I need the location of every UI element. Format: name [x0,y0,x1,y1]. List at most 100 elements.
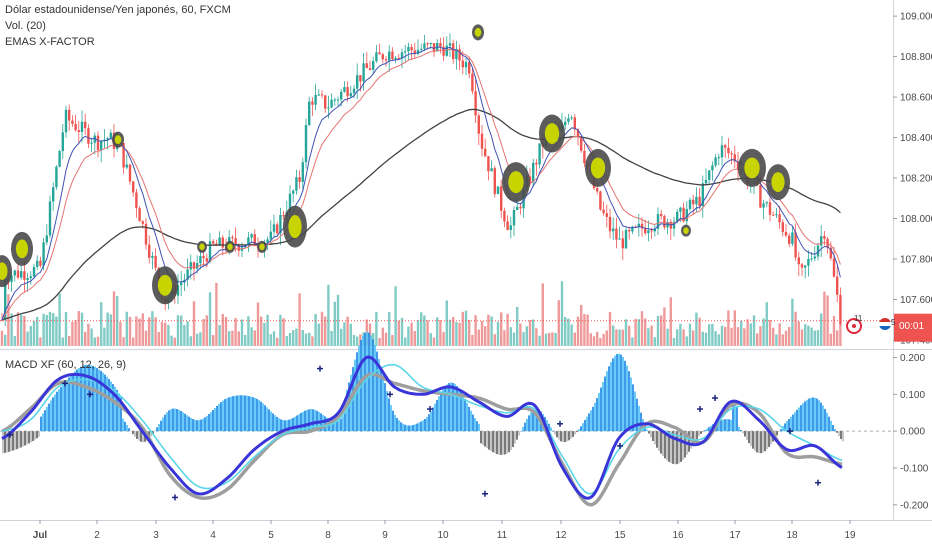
macd-histogram-bar [520,431,522,432]
macd-histogram-bar [566,431,568,442]
candle-body [298,177,301,182]
macd-histogram-bar [618,353,620,432]
macd-histogram-bar [172,408,174,432]
candle-body [333,99,336,101]
volume-bar [234,318,237,346]
candle-body [221,237,224,248]
macd-histogram-bar [378,358,380,432]
candle-body [439,43,442,47]
emas-legend[interactable]: EMAS X-FACTOR [5,36,95,48]
macd-tick-label: 0.100 [900,390,925,401]
candle-body [16,270,20,278]
macd-histogram-bar [436,399,438,432]
macd-histogram-bar [262,403,264,432]
macd-histogram-bar [110,381,112,432]
macd-histogram-bar [394,414,396,432]
macd-histogram-bar [700,431,702,434]
candle-body [29,276,32,279]
macd-histogram-bar [344,413,346,432]
volume-bar [759,326,762,346]
macd-histogram-bar [230,396,232,432]
macd-histogram-bar [648,431,650,434]
candle-body [93,135,96,143]
flag-icon[interactable] [879,318,891,330]
volume-bar [0,330,4,346]
macd-histogram-bar [332,420,334,432]
candle-body [58,151,61,167]
macd-histogram-bar [98,369,100,432]
volume-bar [58,293,61,346]
macd-histogram-bar [736,406,738,432]
volume-bar [583,314,586,346]
candle-body [74,123,77,131]
volume-legend[interactable]: Vol. (20) [5,20,46,32]
crossover-marker-core [508,171,524,194]
volume-bar [247,316,250,346]
volume-bar [218,325,221,346]
macd-histogram-bar [486,431,488,449]
macd-histogram-bar [50,400,52,432]
volume-bar [167,324,170,346]
macd-histogram-bar [612,358,614,432]
volume-bar [276,337,279,346]
candle-body [448,43,452,46]
macd-histogram-bar [770,431,772,445]
ema-fast-line [1,46,841,321]
macd-histogram-bar [662,431,664,457]
macd-histogram-bar [248,396,250,432]
macd-histogram-bar [606,371,608,432]
macd-histogram-bar [120,397,122,432]
volume-bar [711,323,714,346]
candle-body [336,99,340,101]
macd-histogram-bar [106,376,108,432]
volume-bar [336,294,340,346]
candle-body [100,141,103,151]
volume-bar [202,318,205,346]
candle-body [311,101,314,105]
macd-histogram-bar [86,364,88,432]
candle-body [816,245,820,257]
volume-bar [381,327,384,346]
macd-histogram-bar [228,397,230,432]
macd-histogram-bar [548,423,550,432]
macd-histogram-bar [748,431,750,444]
volume-bar [295,328,298,346]
macd-histogram-bar [108,379,110,432]
macd-histogram-bar [22,431,24,447]
macd-histogram-bar [626,365,628,432]
volume-bar [832,316,836,346]
macd-histogram-bar [388,398,390,432]
macd-histogram-bar [452,382,454,432]
volume-bar [512,332,516,346]
candle-body [202,256,205,259]
volume-bar [557,300,560,346]
macd-histogram-bar [250,396,252,432]
macd-histogram-bar [140,431,142,442]
candle-body [775,214,778,216]
symbol-legend[interactable]: Dólar estadounidense/Yen japonés, 60, FX… [5,4,231,16]
macd-histogram-bar [720,420,722,432]
candle-body [340,91,343,100]
volume-bar [378,337,381,346]
macd-histogram-bar [752,431,754,449]
volume-bar [256,302,260,346]
alert-button[interactable] [846,318,862,334]
macd-histogram-bar [112,384,114,432]
volume-bar [740,320,743,346]
volume-bar [272,331,276,346]
volume-bar [688,323,692,346]
macd-histogram-bar [816,398,818,432]
candle-body [452,43,455,60]
candle-body [68,109,71,121]
candle-body [55,166,58,188]
macd-histogram-bar [732,402,734,432]
candle-body [212,241,215,244]
crossover-marker-core [157,274,173,296]
volume-bar [394,286,397,346]
volume-bar [608,311,612,346]
macd-legend[interactable]: MACD XF (60, 12, 26, 9) [5,359,127,371]
candle-body [20,271,23,278]
macd-histogram-bar [294,416,296,432]
macd-histogram-bar [122,418,124,432]
